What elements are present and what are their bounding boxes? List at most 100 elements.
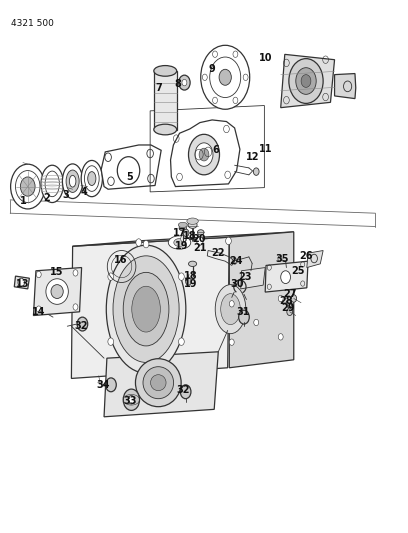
Text: 17: 17 <box>173 229 186 238</box>
Circle shape <box>123 389 140 410</box>
Ellipse shape <box>46 279 69 304</box>
Circle shape <box>73 304 78 310</box>
Ellipse shape <box>123 272 169 346</box>
Text: 6: 6 <box>213 146 220 155</box>
Polygon shape <box>171 120 240 187</box>
Circle shape <box>229 301 234 307</box>
Text: 28: 28 <box>279 296 293 305</box>
Circle shape <box>136 239 142 246</box>
Text: 23: 23 <box>238 272 252 282</box>
Text: 12: 12 <box>246 152 260 162</box>
Circle shape <box>254 319 259 326</box>
Text: 35: 35 <box>275 254 289 263</box>
Ellipse shape <box>81 160 102 197</box>
Text: 2: 2 <box>44 193 50 203</box>
Ellipse shape <box>143 367 174 399</box>
Circle shape <box>182 79 187 86</box>
Circle shape <box>143 370 149 378</box>
Circle shape <box>296 68 316 94</box>
Circle shape <box>278 295 283 302</box>
Ellipse shape <box>113 256 179 362</box>
Text: 5: 5 <box>126 172 133 182</box>
Text: 11: 11 <box>258 144 272 154</box>
Circle shape <box>188 134 220 175</box>
Text: 20: 20 <box>192 234 206 244</box>
Circle shape <box>219 69 231 85</box>
Text: 30: 30 <box>231 279 244 288</box>
Text: 3: 3 <box>63 190 69 199</box>
Polygon shape <box>335 74 356 99</box>
Circle shape <box>77 317 88 331</box>
Circle shape <box>180 385 191 399</box>
Polygon shape <box>265 261 308 292</box>
Circle shape <box>239 310 249 324</box>
Ellipse shape <box>51 285 63 298</box>
Circle shape <box>278 334 283 340</box>
Ellipse shape <box>66 170 79 192</box>
Ellipse shape <box>154 66 177 76</box>
Circle shape <box>186 278 191 285</box>
Ellipse shape <box>178 222 187 228</box>
Circle shape <box>183 229 189 237</box>
Polygon shape <box>14 276 29 289</box>
Circle shape <box>226 237 231 245</box>
Circle shape <box>286 300 292 308</box>
Circle shape <box>37 304 45 314</box>
Polygon shape <box>33 268 82 316</box>
Text: 1: 1 <box>20 197 27 206</box>
Ellipse shape <box>151 375 166 391</box>
Circle shape <box>289 59 323 103</box>
Ellipse shape <box>135 359 181 407</box>
Circle shape <box>181 235 186 243</box>
Circle shape <box>179 75 190 90</box>
Text: 32: 32 <box>176 385 190 395</box>
Ellipse shape <box>179 225 186 231</box>
Ellipse shape <box>174 239 185 247</box>
Circle shape <box>11 164 45 209</box>
Text: 29: 29 <box>281 303 295 313</box>
Text: 4: 4 <box>80 187 87 197</box>
Circle shape <box>287 308 293 316</box>
Text: 34: 34 <box>96 380 110 390</box>
Polygon shape <box>229 232 294 368</box>
Text: 31: 31 <box>236 307 250 317</box>
Ellipse shape <box>215 285 246 334</box>
Text: 8: 8 <box>174 79 181 88</box>
Circle shape <box>108 273 113 280</box>
Text: 33: 33 <box>124 396 137 406</box>
Ellipse shape <box>188 222 197 229</box>
Ellipse shape <box>41 165 64 203</box>
Text: 18: 18 <box>183 231 197 240</box>
Circle shape <box>179 338 184 345</box>
Bar <box>154 71 177 130</box>
Circle shape <box>36 306 41 312</box>
Circle shape <box>195 143 213 166</box>
Circle shape <box>291 295 297 302</box>
Circle shape <box>229 339 234 345</box>
Text: 7: 7 <box>155 83 162 93</box>
Polygon shape <box>307 251 323 268</box>
Text: 15: 15 <box>50 267 64 277</box>
Text: 25: 25 <box>291 266 305 276</box>
Text: 22: 22 <box>211 248 225 258</box>
Circle shape <box>106 378 116 392</box>
Text: 18: 18 <box>184 271 198 281</box>
Circle shape <box>281 271 290 284</box>
Circle shape <box>18 278 24 287</box>
Text: 4321 500: 4321 500 <box>11 19 54 28</box>
Ellipse shape <box>132 286 160 332</box>
Text: 27: 27 <box>284 289 297 299</box>
Polygon shape <box>104 352 218 417</box>
Polygon shape <box>241 268 265 289</box>
Polygon shape <box>101 145 161 189</box>
Polygon shape <box>71 237 229 378</box>
Circle shape <box>20 177 35 196</box>
Circle shape <box>278 256 282 261</box>
Ellipse shape <box>88 172 96 185</box>
Text: 19: 19 <box>175 241 188 251</box>
Text: 9: 9 <box>209 64 215 74</box>
Circle shape <box>201 45 250 109</box>
Text: 13: 13 <box>16 279 29 288</box>
Ellipse shape <box>106 245 186 373</box>
Ellipse shape <box>188 261 197 266</box>
